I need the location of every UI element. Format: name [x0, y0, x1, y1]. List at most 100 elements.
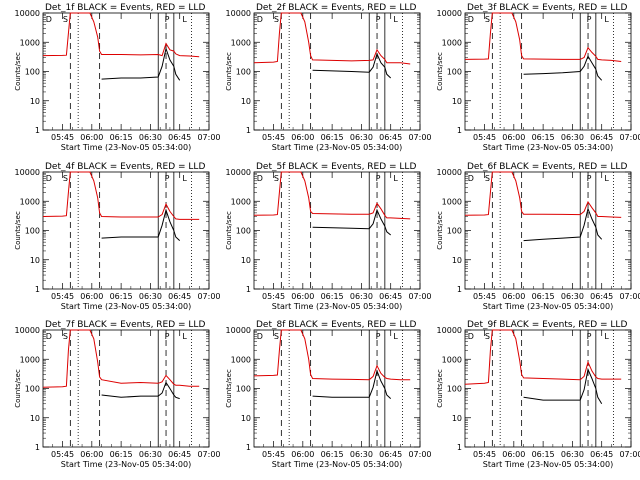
x-tick-label: 06:00 [80, 292, 103, 301]
marker-label: S [485, 332, 490, 341]
y-tick-label: 1000 [442, 38, 462, 47]
x-tick-label: 05:45 [51, 292, 74, 301]
plot-frame [42, 329, 210, 448]
y-tick-label: 10000 [437, 326, 462, 335]
x-tick-label: 06:00 [291, 450, 314, 459]
y-tick-label: 1 [35, 126, 40, 135]
series-line-events [312, 52, 392, 79]
marker-label: S [274, 15, 279, 24]
chart-panel-4: Det_4f BLACK = Events, RED = LLD 1 10 100 10… [14, 162, 221, 311]
y-tick-label: 1 [246, 285, 251, 294]
chart-panel-1: Det_1f BLACK = Events, RED = LLD 1 10 100 10… [14, 3, 221, 152]
plot-frame [42, 171, 210, 290]
y-tick-label: 1 [246, 126, 251, 135]
marker-label: L [182, 174, 187, 183]
series-line-lld [464, 12, 622, 62]
marker-label: S [274, 174, 279, 183]
x-tick-label: 07:00 [197, 450, 220, 459]
x-tick-label: 06:00 [291, 292, 314, 301]
y-tick-label: 10000 [437, 9, 462, 18]
x-tick-label: 06:30 [561, 292, 584, 301]
plot-frame [464, 329, 632, 448]
y-tick-label: 10000 [437, 168, 462, 177]
y-tick-label: 1000 [20, 197, 40, 206]
y-tick-label: 10000 [15, 9, 40, 18]
x-tick-label: 06:45 [168, 292, 191, 301]
y-tick-label: 100 [25, 385, 40, 394]
marker-label: D [257, 15, 263, 24]
y-tick-label: 100 [236, 68, 251, 77]
chart-panel-5: Det_5f BLACK = Events, RED = LLD 1 10 100 10… [225, 162, 432, 311]
marker-label: P [587, 174, 592, 183]
chart-title: Det_9f BLACK = Events, RED = LLD [467, 320, 627, 330]
x-axis-label: Start Time (23-Nov-05 05:34:00) [272, 143, 402, 152]
x-tick-label: 06:00 [502, 292, 525, 301]
y-tick-label: 10 [241, 256, 251, 265]
y-axis-label: Counts/sec [225, 369, 233, 408]
x-tick-label: 06:00 [80, 133, 103, 142]
x-tick-label: 06:45 [590, 292, 613, 301]
chart-panel-9: Det_9f BLACK = Events, RED = LLD 1 10 100 10… [436, 320, 640, 469]
x-tick-label: 06:30 [139, 450, 162, 459]
x-tick-label: 06:15 [532, 292, 555, 301]
y-tick-label: 10 [241, 97, 251, 106]
y-tick-label: 100 [447, 385, 462, 394]
x-axis-label: Start Time (23-Nov-05 05:34:00) [61, 460, 191, 469]
x-tick-label: 06:15 [321, 133, 344, 142]
y-tick-label: 100 [236, 227, 251, 236]
marker-label: P [165, 332, 170, 341]
series-line-lld [464, 171, 622, 218]
y-tick-label: 10 [30, 97, 40, 106]
series-line-events [523, 55, 603, 81]
marker-label: P [165, 174, 170, 183]
y-axis-label: Counts/sec [14, 369, 22, 408]
y-tick-label: 10 [452, 256, 462, 265]
chart-title: Det_1f BLACK = Events, RED = LLD [45, 3, 205, 13]
x-tick-label: 06:30 [139, 133, 162, 142]
x-tick-label: 05:45 [473, 133, 496, 142]
y-tick-label: 100 [25, 227, 40, 236]
marker-label: P [165, 15, 170, 24]
plot-frame [253, 329, 421, 448]
series-line-lld [253, 171, 411, 220]
marker-label: L [393, 332, 398, 341]
marker-label: L [182, 332, 187, 341]
x-axis-label: Start Time (23-Nov-05 05:34:00) [272, 302, 402, 311]
y-tick-label: 10000 [226, 9, 251, 18]
x-tick-label: 06:45 [379, 133, 402, 142]
series-line-lld [253, 12, 411, 65]
x-tick-label: 05:45 [262, 450, 285, 459]
y-axis-label: Counts/sec [14, 211, 22, 250]
marker-label: D [46, 174, 52, 183]
y-tick-label: 100 [236, 385, 251, 394]
chart-panel-7: Det_7f BLACK = Events, RED = LLD 1 10 100 10… [14, 320, 221, 469]
plot-frame [464, 12, 632, 131]
x-tick-label: 07:00 [197, 133, 220, 142]
x-tick-label: 05:45 [51, 133, 74, 142]
plot-frame [464, 171, 632, 290]
x-tick-label: 06:15 [110, 133, 133, 142]
x-tick-label: 06:45 [590, 450, 613, 459]
series-line-events [312, 369, 392, 399]
marker-label: D [46, 332, 52, 341]
x-tick-label: 06:15 [532, 133, 555, 142]
x-tick-label: 05:45 [51, 450, 74, 459]
x-tick-label: 06:15 [110, 292, 133, 301]
x-tick-label: 06:45 [590, 133, 613, 142]
x-tick-label: 06:30 [561, 133, 584, 142]
y-tick-label: 10 [452, 414, 462, 423]
series-line-lld [464, 329, 622, 385]
x-axis-label: Start Time (23-Nov-05 05:34:00) [483, 302, 613, 311]
x-tick-label: 07:00 [619, 292, 640, 301]
x-tick-label: 07:00 [197, 292, 220, 301]
y-axis-label: Counts/sec [436, 369, 444, 408]
x-tick-label: 05:45 [473, 450, 496, 459]
x-tick-label: 07:00 [408, 450, 431, 459]
marker-label: L [393, 15, 398, 24]
y-tick-label: 100 [447, 227, 462, 236]
x-tick-label: 06:00 [502, 450, 525, 459]
x-tick-label: 06:15 [321, 292, 344, 301]
x-tick-label: 06:45 [168, 133, 191, 142]
x-tick-label: 06:45 [379, 292, 402, 301]
